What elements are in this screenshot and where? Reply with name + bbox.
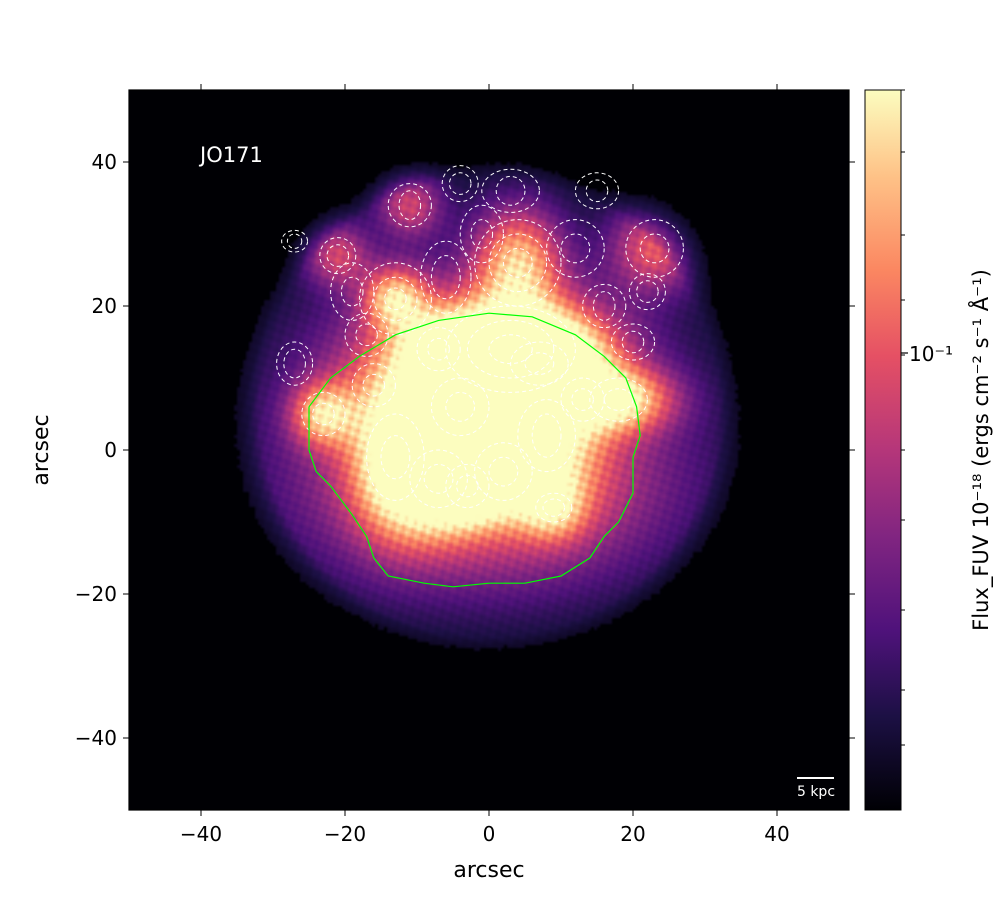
scale-bar-label: 5 kpc	[797, 784, 835, 800]
colorbar	[864, 89, 902, 811]
contour-line	[430, 255, 461, 300]
contour-line	[610, 323, 656, 361]
contour-line	[340, 276, 364, 307]
contour-line	[621, 330, 645, 354]
y-tick-label: −20	[75, 582, 117, 606]
y-tick-label: −40	[75, 726, 117, 750]
contour-line	[625, 219, 684, 278]
contour-line	[488, 233, 548, 293]
contour-line	[355, 323, 378, 347]
contour-line	[546, 219, 605, 278]
contour-line	[387, 183, 432, 228]
contour-line	[510, 341, 569, 386]
contour-line	[281, 229, 309, 253]
contour-line	[474, 442, 533, 501]
contour-line	[524, 352, 555, 375]
flux-heatmap	[129, 90, 849, 810]
contour-line	[639, 233, 670, 264]
contour-line	[312, 402, 335, 426]
contour-line	[592, 291, 616, 321]
contour-line	[423, 463, 454, 494]
y-tick-label: 40	[92, 150, 117, 174]
contour-line	[603, 388, 634, 411]
contour-line	[276, 341, 314, 386]
contour-line	[574, 172, 620, 210]
x-tick-label: −40	[180, 822, 222, 846]
colorbar-ticks	[901, 89, 908, 746]
contour-line	[531, 413, 562, 458]
contour-line	[326, 244, 350, 267]
contour-line	[535, 492, 573, 523]
x-tick-label: 0	[483, 822, 496, 846]
contour-line	[330, 262, 375, 321]
x-tick-label: −20	[324, 822, 366, 846]
y-axis-label: arcsec	[29, 414, 54, 485]
galaxy-label: JO171	[198, 143, 263, 167]
contour-line	[445, 305, 576, 393]
contour-line	[571, 388, 594, 411]
contour-line	[582, 283, 627, 329]
contour-line	[474, 219, 562, 307]
contour-line	[459, 204, 504, 264]
contour-line	[481, 168, 540, 213]
x-tick-label: 20	[620, 822, 645, 846]
contour-line	[628, 273, 666, 311]
contour-line	[384, 287, 407, 311]
contour-line	[366, 413, 425, 501]
contour-line	[286, 233, 303, 249]
colorbar-tick-label: 10⁻¹	[909, 342, 953, 366]
y-tick-label: 0	[104, 438, 117, 462]
contour-line	[362, 373, 386, 397]
colorbar-label: Flux_FUV 10⁻¹⁸ (ergs cm⁻² s⁻¹ Å⁻¹)	[967, 269, 994, 631]
x-tick-label: 40	[764, 822, 789, 846]
contour-line	[517, 399, 576, 473]
contour-line	[470, 219, 494, 249]
contour-line	[589, 377, 648, 422]
contour-line	[427, 337, 450, 361]
contour-line	[409, 449, 468, 509]
contour-line	[283, 348, 306, 379]
contour-line	[445, 391, 476, 422]
contour-line	[351, 363, 396, 408]
contour-line	[560, 377, 605, 422]
contour-line	[441, 165, 479, 203]
axes-group: −40 −20 0 20 40 −40 −20 0 20 40	[75, 84, 855, 846]
contour-line	[502, 247, 533, 278]
x-axis-label: arcsec	[453, 858, 524, 883]
contour-line	[466, 319, 555, 379]
contour-line	[319, 237, 357, 275]
contour-line	[301, 391, 346, 437]
contour-line	[445, 463, 490, 509]
contour-line	[636, 280, 659, 303]
contour-line	[495, 175, 526, 206]
contour-line	[373, 276, 418, 321]
contour-line	[560, 233, 591, 264]
contour-line	[380, 435, 411, 480]
contour-line	[430, 377, 490, 437]
contour-line	[456, 474, 479, 498]
contour-line	[420, 240, 472, 314]
contour-line	[416, 327, 461, 372]
contour-line	[488, 456, 519, 487]
contour-line	[542, 498, 566, 517]
y-tick-label: 20	[92, 294, 117, 318]
contour-line	[448, 172, 472, 195]
contour-line	[585, 179, 609, 203]
galaxy-boundary-line	[308, 312, 641, 588]
contour-line	[398, 190, 422, 221]
